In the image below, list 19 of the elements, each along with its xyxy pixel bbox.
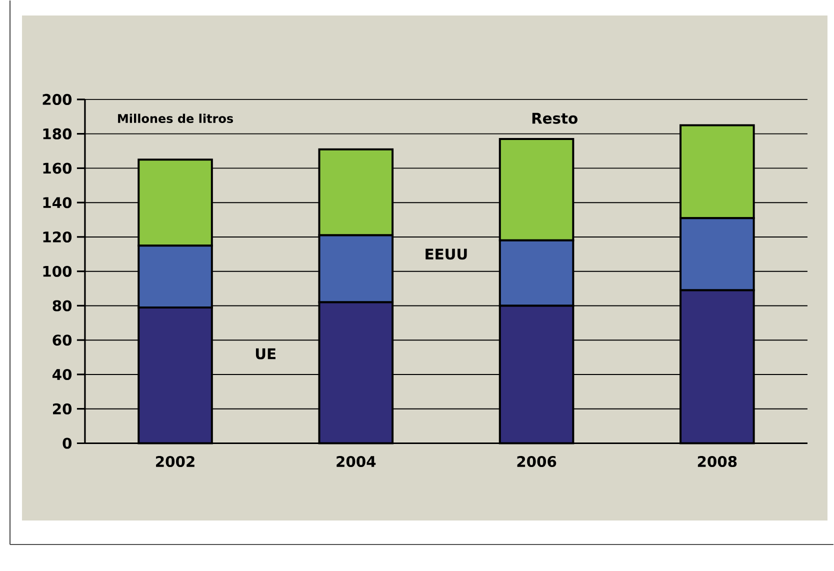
y-tick-label: 20: [53, 403, 72, 414]
y-axis-title: Millones de litros: [118, 114, 234, 123]
x-tick-label: 2002: [156, 456, 194, 467]
y-tick-label: 0: [62, 438, 72, 449]
y-tick-label: 40: [52, 368, 72, 380]
x-tick-label: 2008: [698, 456, 737, 467]
y-tick-label: 120: [43, 231, 72, 242]
y-tick-label: 80: [52, 300, 72, 312]
text: UE: [256, 348, 276, 360]
text: EEUU: [426, 248, 467, 260]
y-tick-label: 180: [43, 128, 72, 140]
y-tick-label: 60: [52, 334, 72, 346]
y-tick-label: 100: [43, 266, 72, 277]
y-tick-label: 140: [43, 196, 72, 208]
series-label: Resto: [532, 112, 578, 124]
x-tick-label: 2004: [336, 456, 376, 467]
x-tick-label: 2006: [517, 456, 556, 467]
y-tick-label: 160: [43, 162, 72, 174]
y-tick-label: 200: [42, 94, 72, 105]
